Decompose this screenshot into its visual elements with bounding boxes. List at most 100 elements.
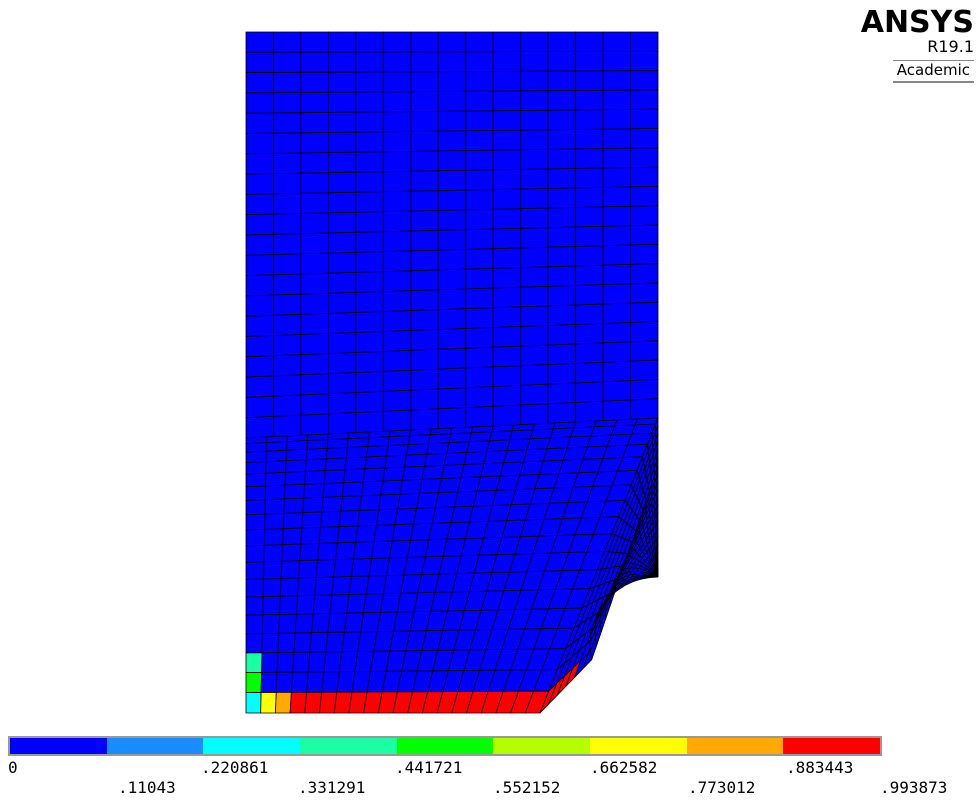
mesh-element [304, 691, 323, 714]
mesh-element [630, 378, 659, 401]
mesh-element [292, 651, 311, 673]
mesh-element [492, 227, 522, 250]
mesh-element [465, 366, 494, 389]
mesh-element [344, 456, 367, 471]
mesh-element [306, 671, 325, 693]
mesh-element [382, 31, 412, 53]
mesh-element [575, 342, 604, 364]
legend-swatch [783, 738, 881, 754]
mesh-element [492, 247, 522, 269]
mesh-element [437, 110, 467, 132]
mesh-element [323, 651, 343, 673]
mesh-element [520, 266, 549, 288]
legend-label: .883443 [786, 758, 854, 777]
mesh-element [465, 228, 494, 250]
mesh-element [300, 413, 329, 436]
mesh-element [245, 513, 266, 531]
mesh-element [264, 498, 285, 515]
mesh-element [245, 254, 274, 277]
mesh-element [492, 188, 522, 210]
mesh-element [630, 224, 659, 246]
mesh-element [297, 577, 317, 597]
mesh-element [298, 559, 319, 579]
mesh-element [575, 381, 604, 403]
mesh-element [341, 481, 364, 497]
mesh-element [410, 130, 439, 152]
mesh-element [382, 389, 412, 412]
mesh-element [318, 526, 340, 544]
mesh-element [348, 575, 370, 595]
mesh-element [630, 205, 659, 227]
mesh-element [300, 373, 329, 396]
mesh-element [486, 439, 511, 452]
mesh-element [273, 152, 302, 175]
mesh-element [465, 130, 494, 152]
mesh-element [575, 245, 604, 267]
mesh-element [327, 372, 357, 395]
mesh-element [361, 480, 384, 497]
brand-edition: Academic [892, 60, 974, 83]
mesh-element [602, 109, 631, 130]
mesh-element [289, 691, 308, 714]
mesh-element [460, 463, 485, 479]
mesh-element [630, 243, 659, 265]
mesh-element [630, 359, 659, 382]
mesh-element [273, 253, 302, 276]
mesh-element [311, 613, 331, 634]
mesh-element [602, 31, 631, 52]
legend-swatch [396, 738, 494, 754]
mesh-element [343, 612, 365, 633]
mesh-element [245, 692, 262, 714]
mesh-element [353, 541, 375, 560]
mesh-element [245, 442, 267, 453]
mesh-element [312, 594, 333, 615]
mesh-element [437, 308, 467, 330]
mesh-element [300, 292, 329, 315]
mesh-element [520, 109, 549, 131]
mesh-element [262, 595, 281, 616]
mesh-element [520, 383, 549, 406]
mesh-element [327, 71, 357, 93]
mesh-element [410, 388, 439, 411]
mesh-element [437, 268, 467, 291]
mesh-element [520, 70, 549, 92]
mesh-element [602, 205, 631, 227]
mesh-element [465, 70, 494, 92]
mesh-element [265, 471, 287, 487]
mesh-element [492, 51, 522, 72]
mesh-element [575, 303, 604, 325]
mesh-element [265, 460, 287, 474]
mesh-element [410, 348, 439, 371]
mesh-element [245, 461, 267, 475]
mesh-element [355, 524, 377, 543]
mesh-element [575, 89, 604, 111]
mesh-element [327, 211, 357, 234]
mesh-element [300, 192, 329, 214]
mesh-element [492, 345, 522, 368]
mesh-element [245, 375, 274, 398]
mesh-element [245, 314, 274, 337]
mesh-element [630, 50, 659, 72]
mesh-element [286, 440, 308, 451]
mesh-element [421, 464, 445, 480]
mesh-element [468, 431, 493, 443]
legend-swatch [300, 738, 397, 754]
mesh-element [520, 31, 549, 52]
mesh-element [281, 543, 302, 562]
mesh-element [245, 173, 274, 195]
mesh-element [303, 483, 325, 499]
mesh-element [423, 452, 448, 467]
mesh-element [492, 384, 522, 407]
mesh-element [520, 207, 549, 229]
mesh-element [325, 446, 348, 460]
mesh-element [382, 230, 412, 253]
mesh-element [602, 244, 631, 266]
mesh-element [275, 671, 294, 693]
mesh-element [630, 166, 659, 188]
mesh-element [520, 403, 549, 426]
mesh-element [575, 109, 604, 130]
mesh-element [602, 225, 631, 247]
mesh-element [245, 132, 274, 155]
mesh-element [304, 470, 326, 485]
